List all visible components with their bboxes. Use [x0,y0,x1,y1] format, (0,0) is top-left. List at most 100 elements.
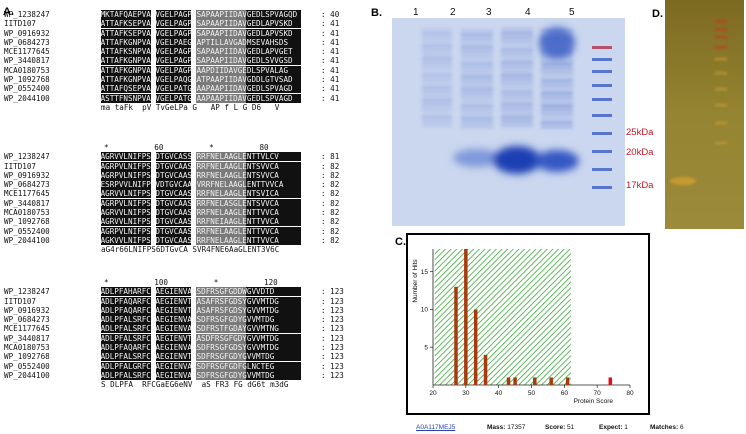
matches-field: Matches: 6 [650,424,684,431]
lane-number-3: 3 [486,7,492,18]
gel-band [422,103,452,106]
histogram-bar [549,377,553,385]
sequence-name: MCA0180753 [4,208,50,218]
conservation-shading [246,56,301,66]
alignment-row: WP_0684273 SADLPFALSRFCGAEGIENVAASDFRSGFG… [4,315,349,325]
sequence-name: MCE1177645 [4,189,50,199]
conservation-shading [101,315,151,325]
conservation-shading [246,287,301,297]
gel-band [501,116,533,119]
conservation-shading [101,370,151,380]
sequence-text: SADLPFAQARFCGAEGIENVAASDFRSGFGDSYGVVMTDG [96,343,279,353]
gel-band [541,104,573,107]
conservation-shading [101,287,151,297]
conservation-shading [101,343,151,353]
residue-count: : 41 [321,56,340,66]
gel-band [501,57,533,60]
alignment-row: WP_0916932 SADLPFAQARFCGAEGIENVTAASAFRSFG… [4,305,349,315]
alignment-row: WP_3440817 LAGRPVLNIFPSVDTGVCAASVRRFNELAS… [4,198,349,208]
gel-band [501,78,533,81]
panel-label-b: B. [371,7,382,19]
residue-count: : 123 [321,305,344,315]
y-tick-label: 10 [421,307,429,314]
conservation-shading [196,189,246,199]
conservation-shading [246,217,301,227]
alignment-row: WP_1238247 ~MKTAFQAEPVATVGELPAGPGSAPAAPII… [4,10,349,19]
accession-link[interactable]: A0A117MEJ5 [416,424,456,431]
ruler-text: * 60 * 80 [104,143,269,152]
sequence-residues: LAGRVVLNIFPSVDTGVCAASVRRFNELAAGLENTTVVCA [96,208,321,218]
alignment-row: WP_2044100 MASTTFNSNPVATVGELPATGSAAPAAPII… [4,93,349,103]
sequence-text: MATTAFKGNPVATVGELPAGPGSAPAAPIIDAVGEDLSVV… [96,56,293,66]
conservation-shading [196,37,246,47]
marker-label-20kda: 20kDa [626,147,654,158]
residue-count: : 123 [321,296,344,306]
conservation-shading [246,84,301,94]
blot-ladder-band [715,104,727,107]
gel-band [541,67,573,70]
matches-label: Matches: [650,424,679,431]
alignment-block-1: WP_1238247 ~MKTAFQAEPVATVGELPAGPGSAPAAPII… [4,10,349,112]
conservation-shading [246,315,301,325]
alignment-row: MCA0180753 LAGRVVLNIFPSVDTGVCAASVRRFNELAA… [4,208,349,218]
histogram-bar [483,354,488,385]
blot-ladder-band [715,122,727,125]
sequence-text: LAGKVVLNIFPSVDTGVCAASVRRFNELAAGLENTTVVCA [96,235,279,245]
conservation-shading [156,180,191,190]
conservation-shading [156,161,191,171]
conservation-shading [156,361,191,371]
gel-band [461,54,493,57]
conservation-shading [196,28,246,38]
sequence-name: WP_2044100 [4,93,50,103]
conservation-shading [156,19,191,29]
alignment-row: MCE1177645 LAGRVVLNIFPSVDTGVCAASVRRFNELAA… [4,189,349,199]
conservation-shading [156,296,191,306]
conservation-shading [156,47,191,57]
gel-band [422,124,452,127]
sequence-text: LAGRVVLNIFPSVDTGVCAASVRRFNELAAGLENTSVICA [96,189,279,199]
conservation-shading [156,324,191,334]
gel-band [422,116,452,119]
alignment-ruler: * 100 * 120 [4,278,349,287]
conservation-shading [196,10,246,19]
alignment-block-2: * 60 * 80 WP_1238247 LAGRVVLNIFPSLDTGVCASS… [4,143,349,255]
residue-count: : 41 [321,37,340,47]
gel-band [461,79,493,82]
ladder-band [592,186,612,189]
sds-page-gel [392,18,625,226]
sequence-name: IITD107 [4,161,37,171]
sequence-residues: ~MKTAFQAEPVATVGELPAGPGSAPAAPIIDAVGEDLSPV… [96,10,321,19]
conservation-shading [246,180,301,190]
conservation-shading [101,361,151,371]
gel-band [501,28,533,30]
histogram-bar-highlighted [608,377,613,385]
conservation-shading [156,28,191,38]
gel-band [422,57,452,60]
residue-count: : 40 [321,10,340,19]
gel-band [541,100,573,103]
sequence-name: WP_0684273 [4,37,50,47]
residue-count: : 82 [321,170,340,180]
sequence-text: MATTAFKSEPVATVGELPAGPGSAPAAPIIDAVGEDLAPV… [96,19,293,29]
gel-band [541,83,573,86]
consensus-text: aG4r66LNIFPS6DTGvCA SVR4FNE6AaGLENT3V6C [101,245,280,255]
mass-field: Mass: 17357 [487,424,525,431]
gel-band [461,37,493,40]
conservation-shading [101,19,151,29]
ladder-band [592,98,612,101]
sequence-text: LAGRVVLNIFPSVDTGVCAASVRRFNELAAGLENTTVVCA [96,208,279,218]
consensus-line: S DLPFA RFCGaEG6eNV aS FR3 FG dG6t m3dG [4,380,349,389]
conservation-shading [101,235,151,245]
conservation-shading [156,93,191,103]
conservation-shading [101,226,151,236]
sequence-text: LAGRPVLNIFPSLDTGVCAASVRRFNELAAGLENTSVVCA [96,161,279,171]
gel-band [422,65,452,68]
conservation-shading [156,333,191,343]
blot-band-lane-1 [670,177,696,185]
conservation-shading [101,198,151,208]
sequence-name: WP_1238247 [4,287,50,297]
gel-band [422,32,452,35]
residue-count: : 82 [321,180,340,190]
gel-band [501,70,533,72]
conservation-shading [196,315,246,325]
